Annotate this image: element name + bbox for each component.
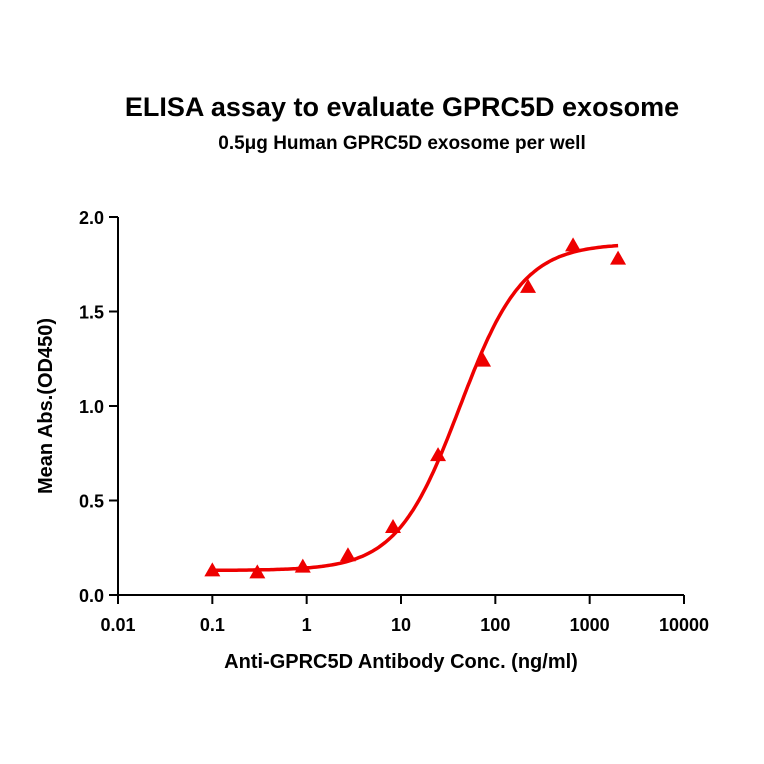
x-tick-label: 0.01 <box>100 615 135 635</box>
y-tick-label: 0.0 <box>79 586 104 606</box>
data-point-triangle <box>385 518 402 533</box>
chart-subtitle: 0.5μg Human GPRC5D exosome per well <box>218 133 586 154</box>
data-point-triangle <box>339 547 356 562</box>
x-tick-label: 10000 <box>659 615 709 635</box>
y-axis-label: Mean Abs.(OD450) <box>35 318 57 494</box>
data-point-triangle <box>249 564 266 579</box>
fit-curve <box>212 243 619 573</box>
x-tick-label: 10 <box>391 615 411 635</box>
data-point-triangle <box>430 447 447 462</box>
chart-title: ELISA assay to evaluate GPRC5D exosome <box>124 92 680 122</box>
x-tick-label: 1 <box>302 615 312 635</box>
y-tick-label: 2.0 <box>79 208 104 228</box>
data-point-triangle <box>520 278 537 293</box>
data-point-triangle <box>610 250 627 265</box>
x-axis-label: Anti-GPRC5D Antibody Conc. (ng/ml) <box>224 651 578 673</box>
x-tick-label: 1000 <box>570 615 610 635</box>
y-tick-label: 1.5 <box>79 303 104 323</box>
data-point-triangle <box>294 558 311 573</box>
data-point-triangle <box>565 237 582 252</box>
y-tick-label: 0.5 <box>79 492 104 512</box>
data-point-triangle <box>475 352 492 367</box>
x-tick-label: 0.1 <box>200 615 225 635</box>
x-tick-label: 100 <box>480 615 510 635</box>
data-point-triangle <box>204 562 221 577</box>
y-tick-label: 1.0 <box>79 397 104 417</box>
